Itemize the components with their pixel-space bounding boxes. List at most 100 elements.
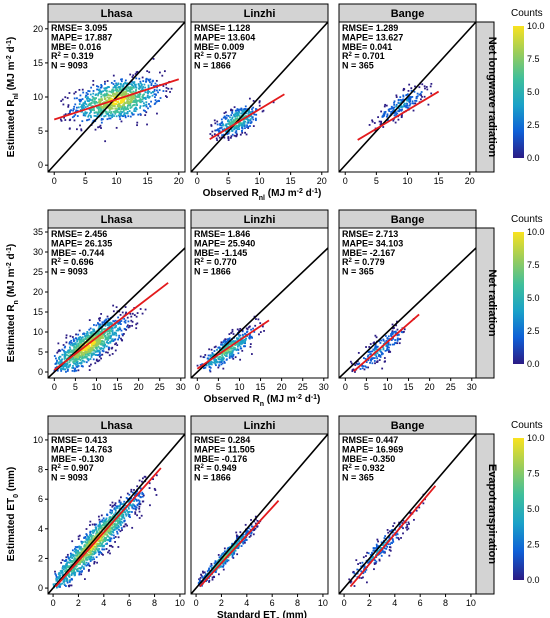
data-point [98, 530, 101, 533]
data-point [61, 571, 63, 574]
data-point [110, 95, 113, 97]
x-tick-label: 10 [111, 176, 121, 186]
data-point [77, 538, 80, 540]
data-point [242, 541, 245, 543]
data-point [380, 351, 383, 353]
data-point [230, 114, 233, 117]
data-point [386, 348, 389, 350]
data-point [112, 518, 115, 521]
data-point [112, 101, 114, 104]
data-point [104, 140, 107, 143]
data-point [409, 103, 412, 105]
data-point [90, 535, 92, 538]
data-point [73, 369, 76, 371]
data-point [92, 353, 95, 355]
data-point [384, 349, 387, 352]
data-point [97, 85, 100, 88]
data-point [152, 91, 155, 94]
data-point [135, 102, 138, 105]
data-point [220, 343, 222, 346]
data-point [215, 566, 218, 568]
data-point [119, 313, 122, 316]
data-point [406, 103, 409, 105]
data-point [134, 106, 137, 109]
data-point [100, 313, 103, 315]
data-point [255, 113, 258, 116]
x-tick-label: 15 [113, 382, 123, 392]
data-point [65, 578, 68, 581]
data-point [82, 103, 85, 106]
data-point [108, 330, 111, 333]
data-point [120, 527, 123, 529]
data-point [131, 113, 134, 116]
stat-mape-value: 13.604 [228, 32, 256, 42]
stat-r2: R2 = 0.907 [51, 463, 94, 473]
data-point [92, 336, 94, 339]
data-point [227, 136, 230, 138]
data-point [378, 353, 380, 356]
equals: = [352, 257, 362, 267]
data-point [147, 86, 150, 89]
data-point [81, 346, 84, 348]
row-label: Net radiation [486, 269, 498, 337]
data-point [110, 326, 113, 329]
data-point [117, 512, 120, 515]
data-point [153, 88, 156, 91]
data-point [61, 567, 64, 569]
data-point [221, 362, 224, 365]
data-point [73, 362, 75, 365]
identity-line [191, 22, 328, 172]
data-point [98, 111, 101, 114]
data-point [224, 118, 227, 120]
data-point [86, 556, 88, 559]
data-point [367, 350, 370, 353]
data-point [366, 355, 369, 358]
data-point [73, 115, 76, 118]
data-point [244, 131, 246, 134]
data-point [90, 111, 92, 113]
data-point [113, 333, 116, 336]
data-point [250, 336, 252, 339]
data-point [127, 513, 130, 516]
x-tick-label: 30 [319, 382, 329, 392]
data-point [95, 532, 98, 535]
data-point [85, 558, 88, 561]
data-point [231, 341, 234, 344]
data-point [91, 102, 93, 104]
data-point [129, 104, 132, 107]
stat-r2-value: 0.319 [71, 51, 94, 61]
data-point [67, 574, 69, 577]
data-point [105, 533, 108, 536]
data-point [421, 83, 424, 86]
data-point [68, 581, 71, 583]
data-point [120, 337, 122, 340]
data-point [105, 523, 108, 525]
data-point [95, 530, 98, 532]
data-point [226, 349, 229, 352]
scatter-points [196, 315, 265, 373]
data-point [85, 553, 88, 556]
data-point [228, 350, 230, 353]
data-point [419, 92, 422, 95]
data-point [395, 324, 398, 327]
data-point [67, 557, 70, 560]
data-point [110, 323, 113, 325]
data-point [110, 81, 113, 84]
data-point [86, 119, 89, 121]
x-axis-label: Observed Rn (MJ m-2 d-1) [204, 394, 321, 408]
data-point [110, 347, 113, 350]
row-label: Net longwave radiation [486, 37, 498, 158]
y-axis-label-sup: -2 [6, 262, 13, 268]
data-point [238, 540, 241, 543]
data-point [92, 90, 95, 92]
data-point [92, 328, 94, 331]
data-point [234, 125, 237, 128]
data-point [103, 103, 106, 106]
data-point [66, 580, 69, 582]
data-point [217, 366, 220, 369]
data-point [213, 357, 216, 360]
data-point [64, 362, 67, 365]
data-point [130, 98, 132, 100]
data-point [203, 575, 206, 577]
data-point [98, 102, 101, 105]
